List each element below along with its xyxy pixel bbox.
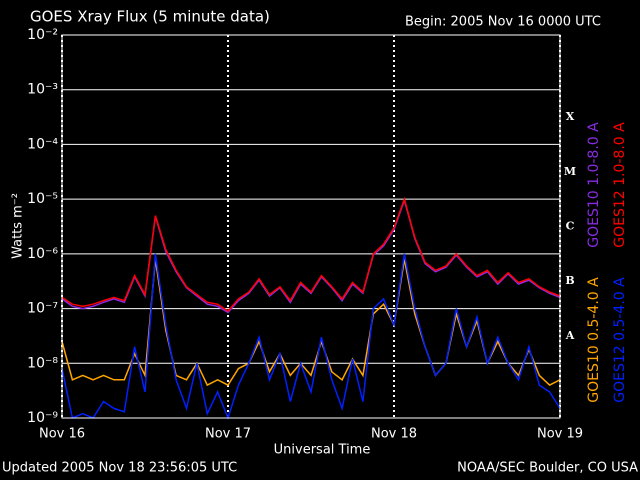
x-tick-label: Nov 19 [537, 427, 583, 442]
chart-title: GOES Xray Flux (5 minute data) [30, 8, 270, 26]
footer-left: Updated 2005 Nov 18 23:56:05 UTC [2, 461, 237, 476]
class-label: M [564, 165, 576, 178]
plot-frame [61, 34, 561, 419]
x-tick-label: Nov 16 [39, 427, 85, 442]
class-label: X [566, 110, 575, 123]
y-tick-label: 10⁻² [27, 27, 58, 43]
legend-entry: GOES12 1.0-8.0 A [612, 122, 628, 248]
y-tick-label: 10⁻⁵ [27, 191, 58, 207]
series-line [61, 196, 561, 313]
y-tick-label: 10⁻⁸ [27, 355, 58, 371]
class-label: A [565, 329, 575, 342]
chart-subtitle: Begin: 2005 Nov 16 0000 UTC [405, 15, 601, 30]
legend-entry: GOES10 0.5-4.0 A [586, 277, 602, 403]
y-tick-label: 10⁻⁴ [27, 136, 58, 152]
y-axis-label: Watts m⁻² [11, 193, 26, 259]
legend-entry: GOES12 0.5-4.0 A [612, 277, 628, 403]
legend-entry: GOES10 1.0-8.0 A [586, 122, 602, 248]
x-axis-label: Universal Time [274, 443, 371, 458]
y-tick-label: 10⁻⁷ [27, 301, 58, 317]
y-tick-label: 10⁻⁹ [27, 410, 58, 426]
x-tick-label: Nov 17 [205, 427, 251, 442]
class-label: B [565, 274, 574, 287]
y-tick-label: 10⁻⁶ [27, 246, 58, 262]
series-line [61, 253, 561, 421]
y-tick-label: 10⁻³ [27, 82, 58, 98]
class-label: C [566, 220, 575, 233]
series-line [61, 259, 561, 387]
footer-right: NOAA/SEC Boulder, CO USA [457, 461, 638, 476]
x-tick-label: Nov 18 [371, 427, 417, 442]
